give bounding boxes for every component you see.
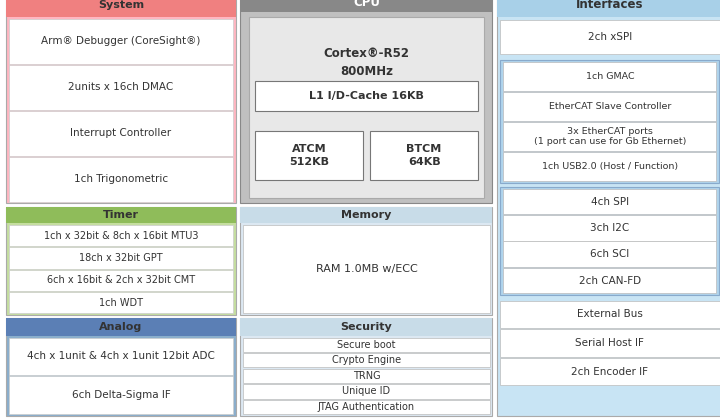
Text: Cortex®-R52
800MHz: Cortex®-R52 800MHz xyxy=(323,47,410,78)
FancyBboxPatch shape xyxy=(243,225,490,313)
FancyBboxPatch shape xyxy=(503,152,716,181)
FancyBboxPatch shape xyxy=(370,131,478,180)
FancyBboxPatch shape xyxy=(6,318,236,336)
FancyBboxPatch shape xyxy=(9,292,233,313)
Text: 2ch xSPI: 2ch xSPI xyxy=(588,32,632,42)
Text: 1ch WDT: 1ch WDT xyxy=(99,298,143,308)
FancyBboxPatch shape xyxy=(9,111,233,156)
Text: Timer: Timer xyxy=(103,210,139,220)
FancyBboxPatch shape xyxy=(6,0,236,17)
FancyBboxPatch shape xyxy=(255,81,478,111)
FancyBboxPatch shape xyxy=(243,369,490,383)
FancyBboxPatch shape xyxy=(503,268,716,293)
FancyBboxPatch shape xyxy=(9,65,233,110)
Text: RAM 1.0MB w/ECC: RAM 1.0MB w/ECC xyxy=(315,264,418,274)
FancyBboxPatch shape xyxy=(240,318,492,416)
Text: 1ch USB2.0 (Host / Function): 1ch USB2.0 (Host / Function) xyxy=(541,162,678,171)
Text: 6ch SCI: 6ch SCI xyxy=(590,249,629,259)
Text: 18ch x 32bit GPT: 18ch x 32bit GPT xyxy=(79,253,163,263)
FancyBboxPatch shape xyxy=(497,0,720,16)
FancyBboxPatch shape xyxy=(503,122,716,151)
FancyBboxPatch shape xyxy=(243,338,490,352)
Text: BTCM
64KB: BTCM 64KB xyxy=(407,144,441,167)
Text: EtherCAT Slave Controller: EtherCAT Slave Controller xyxy=(549,102,671,111)
FancyBboxPatch shape xyxy=(9,157,233,202)
FancyBboxPatch shape xyxy=(243,384,490,399)
FancyBboxPatch shape xyxy=(240,207,492,223)
FancyBboxPatch shape xyxy=(9,19,233,64)
FancyBboxPatch shape xyxy=(6,0,236,203)
FancyBboxPatch shape xyxy=(500,20,720,54)
Text: L1 I/D-Cache 16KB: L1 I/D-Cache 16KB xyxy=(309,92,424,101)
Text: 2units x 16ch DMAC: 2units x 16ch DMAC xyxy=(68,82,174,92)
FancyBboxPatch shape xyxy=(9,270,233,291)
Text: 2ch CAN-FD: 2ch CAN-FD xyxy=(579,276,641,286)
FancyBboxPatch shape xyxy=(500,60,719,183)
Text: 6ch x 16bit & 2ch x 32bit CMT: 6ch x 16bit & 2ch x 32bit CMT xyxy=(47,276,195,286)
Text: Interrupt Controller: Interrupt Controller xyxy=(71,129,171,138)
Text: System: System xyxy=(98,0,144,10)
Text: 1ch x 32bit & 8ch x 16bit MTU3: 1ch x 32bit & 8ch x 16bit MTU3 xyxy=(44,231,198,241)
FancyBboxPatch shape xyxy=(9,247,233,268)
Text: 6ch Delta-Sigma IF: 6ch Delta-Sigma IF xyxy=(71,390,171,400)
FancyBboxPatch shape xyxy=(6,207,236,223)
Text: Analog: Analog xyxy=(99,322,143,332)
FancyBboxPatch shape xyxy=(249,17,484,198)
Text: CPU: CPU xyxy=(353,0,380,9)
FancyBboxPatch shape xyxy=(9,225,233,246)
FancyBboxPatch shape xyxy=(503,241,716,267)
Text: 1ch GMAC: 1ch GMAC xyxy=(585,72,634,81)
FancyBboxPatch shape xyxy=(500,329,720,357)
FancyBboxPatch shape xyxy=(9,338,233,375)
FancyBboxPatch shape xyxy=(243,353,490,368)
FancyBboxPatch shape xyxy=(6,207,236,315)
FancyBboxPatch shape xyxy=(500,358,720,385)
FancyBboxPatch shape xyxy=(243,400,490,414)
FancyBboxPatch shape xyxy=(500,301,720,328)
FancyBboxPatch shape xyxy=(503,62,716,91)
Text: Secure boot: Secure boot xyxy=(337,340,396,350)
FancyBboxPatch shape xyxy=(503,92,716,121)
Text: Unique ID: Unique ID xyxy=(343,386,390,396)
FancyBboxPatch shape xyxy=(500,187,719,295)
FancyBboxPatch shape xyxy=(255,131,363,180)
FancyBboxPatch shape xyxy=(503,215,716,241)
FancyBboxPatch shape xyxy=(497,0,720,416)
Text: Interfaces: Interfaces xyxy=(576,0,644,11)
Text: TRNG: TRNG xyxy=(353,371,380,381)
Text: 4ch SPI: 4ch SPI xyxy=(591,197,629,207)
Text: 3x EtherCAT ports
(1 port can use for Gb Ethernet): 3x EtherCAT ports (1 port can use for Gb… xyxy=(534,127,686,146)
FancyBboxPatch shape xyxy=(240,318,492,336)
FancyBboxPatch shape xyxy=(240,207,492,315)
Text: 4ch x 1unit & 4ch x 1unit 12bit ADC: 4ch x 1unit & 4ch x 1unit 12bit ADC xyxy=(27,352,215,361)
Text: 3ch I2C: 3ch I2C xyxy=(590,223,629,233)
Text: Security: Security xyxy=(341,322,392,332)
Text: 2ch Encoder IF: 2ch Encoder IF xyxy=(572,367,648,377)
Text: ATCM
512KB: ATCM 512KB xyxy=(289,144,329,167)
Text: 1ch Trigonometric: 1ch Trigonometric xyxy=(74,174,168,184)
Text: Crypto Engine: Crypto Engine xyxy=(332,355,401,365)
FancyBboxPatch shape xyxy=(503,189,716,214)
Text: Arm® Debugger (CoreSight®): Arm® Debugger (CoreSight®) xyxy=(41,37,201,47)
Text: Serial Host IF: Serial Host IF xyxy=(575,338,644,348)
Text: Memory: Memory xyxy=(341,210,392,220)
Text: JTAG Authentication: JTAG Authentication xyxy=(318,402,415,412)
FancyBboxPatch shape xyxy=(6,318,236,416)
FancyBboxPatch shape xyxy=(9,376,233,414)
FancyBboxPatch shape xyxy=(240,0,492,203)
Text: External Bus: External Bus xyxy=(577,310,643,320)
FancyBboxPatch shape xyxy=(240,0,492,12)
